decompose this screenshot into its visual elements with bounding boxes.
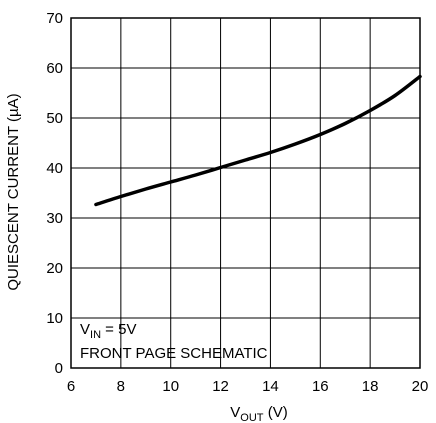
y-tick-label: 70 xyxy=(46,10,63,27)
x-tick-labels: 6 8 10 12 14 16 18 20 xyxy=(67,378,429,395)
x-tick-label: 14 xyxy=(262,378,279,395)
y-tick-labels: 0 10 20 30 40 50 60 70 xyxy=(46,10,63,377)
plot-frame xyxy=(70,17,421,369)
x-tick-label: 10 xyxy=(162,378,179,395)
y-tick-label: 50 xyxy=(46,110,63,127)
y-axis-label: QUIESCENT CURRENT (µA) xyxy=(5,93,22,290)
annotation-vin: VIN = 5V xyxy=(80,321,136,341)
quiescent-current-curve xyxy=(94,74,422,207)
annotation-schematic: FRONT PAGE SCHEMATIC xyxy=(80,345,268,362)
x-tick-label: 8 xyxy=(117,378,125,395)
x-axis-label: VOUT (V) xyxy=(230,404,287,423)
y-tick-label: 0 xyxy=(55,360,63,377)
x-tick-label: 20 xyxy=(412,378,429,395)
y-tick-label: 40 xyxy=(46,160,63,177)
grid xyxy=(70,17,421,369)
y-tick-label: 30 xyxy=(46,210,63,227)
x-tick-label: 16 xyxy=(312,378,329,395)
x-tick-label: 12 xyxy=(212,378,229,395)
x-tick-label: 6 xyxy=(67,378,75,395)
y-tick-label: 10 xyxy=(46,310,63,327)
x-tick-label: 18 xyxy=(362,378,379,395)
y-tick-label: 60 xyxy=(46,60,63,77)
y-tick-label: 20 xyxy=(46,260,63,277)
